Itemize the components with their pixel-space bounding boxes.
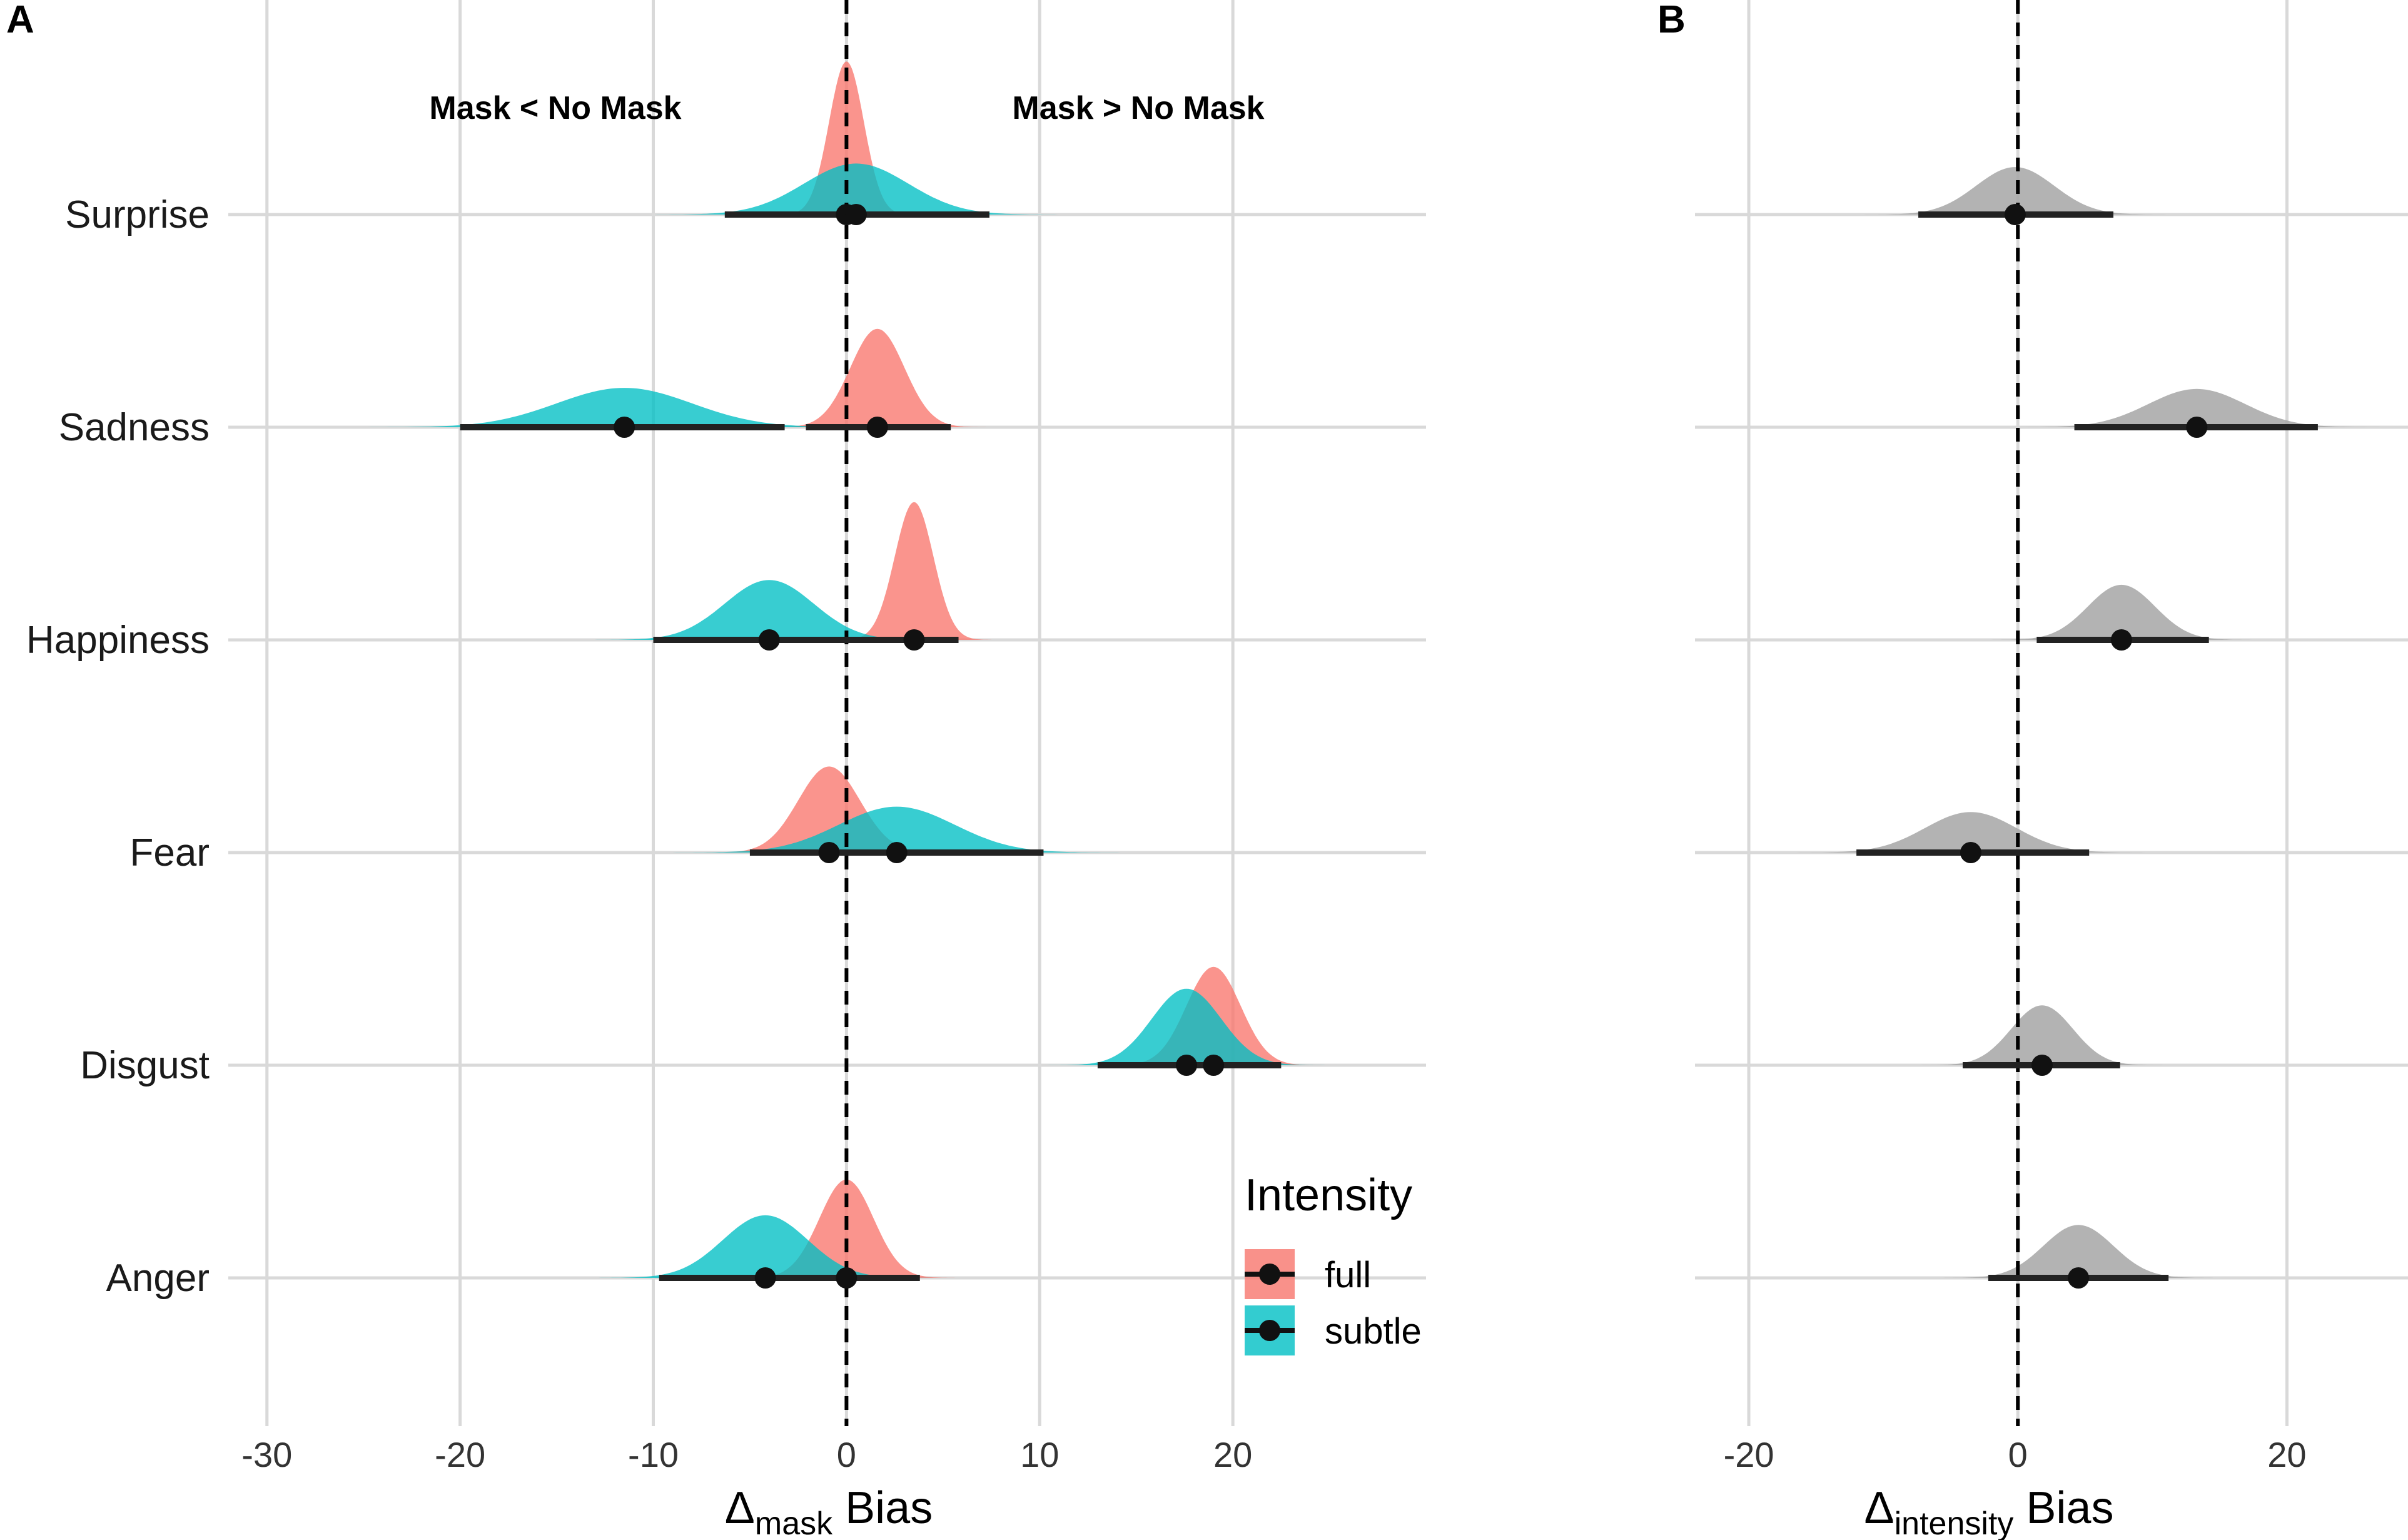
panel-b-intervals (1856, 204, 2318, 1289)
panel-b-tick-label-neg20: -20 (1724, 1435, 1774, 1474)
category-label-fear: Fear (130, 831, 210, 874)
annotation-mask-less: Mask < No Mask (429, 90, 681, 126)
panel-a-x-axis-title: Δmask Bias (725, 1483, 933, 1540)
category-label-sadness: Sadness (59, 406, 210, 449)
legend-title: Intensity (1245, 1170, 1412, 1220)
panel-b-point-difference-surprise (2004, 204, 2026, 225)
panel-a-density-subtle-fear (665, 806, 1129, 853)
panel-a-point-full-sadness (866, 417, 888, 438)
panel-a-category-labels: Surprise Sadness Happiness Fear Disgust Anger (26, 193, 210, 1300)
panel-b-point-difference-sadness (2186, 417, 2208, 438)
panel-a-density-full-sadness (769, 328, 986, 427)
panel-b-x-axis-text: Bias (2013, 1483, 2113, 1533)
panel-b-densities (1788, 167, 2390, 1278)
legend-label-full: full (1325, 1255, 1371, 1295)
panel-b-letter: B (1657, 0, 1686, 41)
category-label-disgust: Disgust (80, 1044, 210, 1087)
panel-a-point-subtle-anger (754, 1267, 776, 1289)
legend-label-subtle: subtle (1325, 1311, 1422, 1352)
panel-a-point-subtle-sadness (614, 417, 635, 438)
panel-a-tick-label-neg30: -30 (241, 1435, 292, 1474)
panel-b-point-difference-happiness (2110, 629, 2132, 651)
panel-a-density-full-happiness (836, 502, 991, 640)
panel-b-density-difference-anger (1938, 1225, 2218, 1278)
panel-b-tick-label-0: 0 (2008, 1435, 2028, 1474)
legend-item-full: full (1245, 1249, 1371, 1299)
category-label-happiness: Happiness (26, 619, 210, 662)
panel-b-density-difference-sadness (2003, 388, 2390, 427)
panel-b-density-difference-surprise (1859, 167, 2172, 215)
panel-a-point-subtle-fear (886, 842, 908, 863)
panel-b-x-axis-symbol: Δ (1864, 1483, 1895, 1533)
panel-a-point-subtle-disgust (1176, 1055, 1197, 1076)
panel-b-x-axis-title: Δintensity Bias (1864, 1483, 2114, 1540)
annotation-mask-greater: Mask > No Mask (1012, 90, 1264, 126)
panel-a-density-subtle-surprise (647, 163, 1065, 215)
panel-a-point-full-anger (836, 1267, 857, 1289)
panel-a-point-subtle-surprise (845, 204, 867, 225)
panel-a-point-full-happiness (903, 629, 925, 651)
panel-a-tick-labels: -30 -20 -10 0 10 20 (241, 1435, 1252, 1474)
panel-b-x-axis-subscript: intensity (1895, 1506, 2014, 1540)
panel-a-density-subtle-happiness (591, 580, 947, 640)
panel-a: Surprise Sadness Happiness Fear Disgust Anger… (6, 0, 1426, 1540)
legend-point-subtle (1259, 1320, 1280, 1341)
category-label-surprise: Surprise (65, 193, 210, 236)
panel-b-tick-label-20: 20 (2267, 1435, 2306, 1474)
panel-a-tick-label-10: 10 (1020, 1435, 1059, 1474)
panel-a-x-axis-symbol: Δ (725, 1483, 755, 1533)
panel-a-point-full-fear (818, 842, 840, 863)
panel-a-intervals (460, 204, 1282, 1289)
panel-a-x-axis-subscript: mask (755, 1506, 833, 1540)
panel-a-tick-label-20: 20 (1213, 1435, 1252, 1474)
legend-point-full (1259, 1264, 1280, 1285)
panel-a-point-full-disgust (1203, 1055, 1225, 1076)
category-label-anger: Anger (106, 1257, 210, 1300)
panel-b-tick-labels: -20 0 20 (1724, 1435, 2307, 1474)
panel-a-density-full-fear (705, 766, 953, 853)
panel-a-density-subtle-sadness (353, 388, 895, 427)
panel-b-point-difference-fear (1960, 842, 1981, 863)
panel-a-tick-label-0: 0 (837, 1435, 856, 1474)
panel-a-tick-label-neg20: -20 (435, 1435, 485, 1474)
panel-b-density-difference-fear (1788, 812, 2154, 853)
panel-b: -20 0 20 B Δintensity Bias (1657, 0, 2408, 1540)
panel-b-point-difference-anger (2068, 1267, 2090, 1289)
legend: Intensity full subtle (1245, 1170, 1422, 1355)
panel-a-letter: A (6, 0, 34, 41)
panel-b-point-difference-disgust (2031, 1055, 2053, 1076)
panel-b-density-difference-happiness (1986, 584, 2256, 640)
panel-a-density-subtle-disgust (1047, 988, 1326, 1065)
panel-b-density-difference-disgust (1918, 1005, 2166, 1065)
panel-a-point-subtle-happiness (758, 629, 780, 651)
panel-a-densities (353, 61, 1326, 1278)
panel-a-x-axis-text: Bias (832, 1483, 933, 1533)
panel-a-tick-label-neg10: -10 (628, 1435, 679, 1474)
panel-a-density-subtle-anger (595, 1215, 936, 1278)
legend-item-subtle: subtle (1245, 1305, 1422, 1355)
